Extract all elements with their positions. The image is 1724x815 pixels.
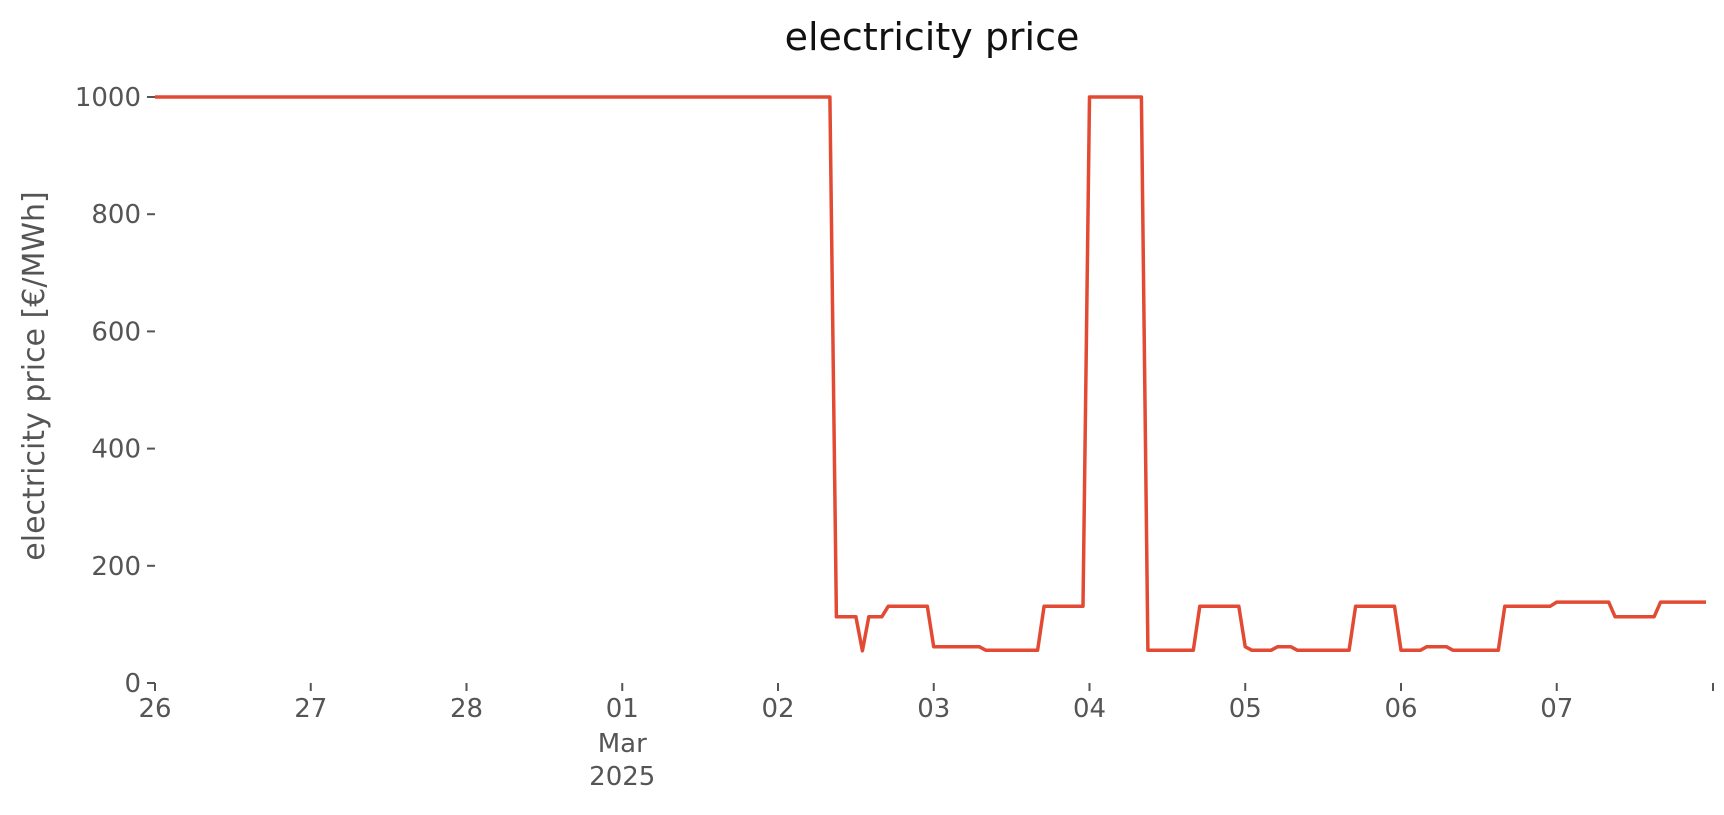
x-tick-label: 03 bbox=[917, 694, 950, 724]
x-tick-label: 26 bbox=[138, 694, 171, 724]
chart-title: electricity price bbox=[785, 15, 1080, 59]
x-tick-label: 04 bbox=[1073, 694, 1106, 724]
y-tick-label: 600 bbox=[91, 317, 141, 347]
y-axis-title: electricity price [€/MWh] bbox=[17, 191, 52, 560]
y-tick-label: 800 bbox=[91, 200, 141, 230]
series-layer bbox=[155, 95, 1706, 653]
y-tick-label: 400 bbox=[91, 435, 141, 465]
price-series-line bbox=[155, 95, 1706, 653]
x-tick-label: 01 bbox=[606, 694, 639, 724]
x-tick-label: 28 bbox=[450, 694, 483, 724]
x-tick-label: 27 bbox=[294, 694, 327, 724]
y-axis: 0 200 400 600 800 1000 bbox=[75, 83, 155, 699]
y-tick-label: 0 bbox=[124, 669, 141, 699]
x-tick-label: 05 bbox=[1229, 694, 1262, 724]
y-tick-label: 1000 bbox=[75, 83, 141, 113]
x-tick-label: 07 bbox=[1540, 694, 1573, 724]
x-tick-sublabel: Mar bbox=[598, 729, 647, 759]
x-tick-label: 02 bbox=[761, 694, 794, 724]
x-tick-sublabel: 2025 bbox=[589, 762, 655, 792]
y-tick-label: 200 bbox=[91, 552, 141, 582]
x-tick-label: 06 bbox=[1384, 694, 1417, 724]
